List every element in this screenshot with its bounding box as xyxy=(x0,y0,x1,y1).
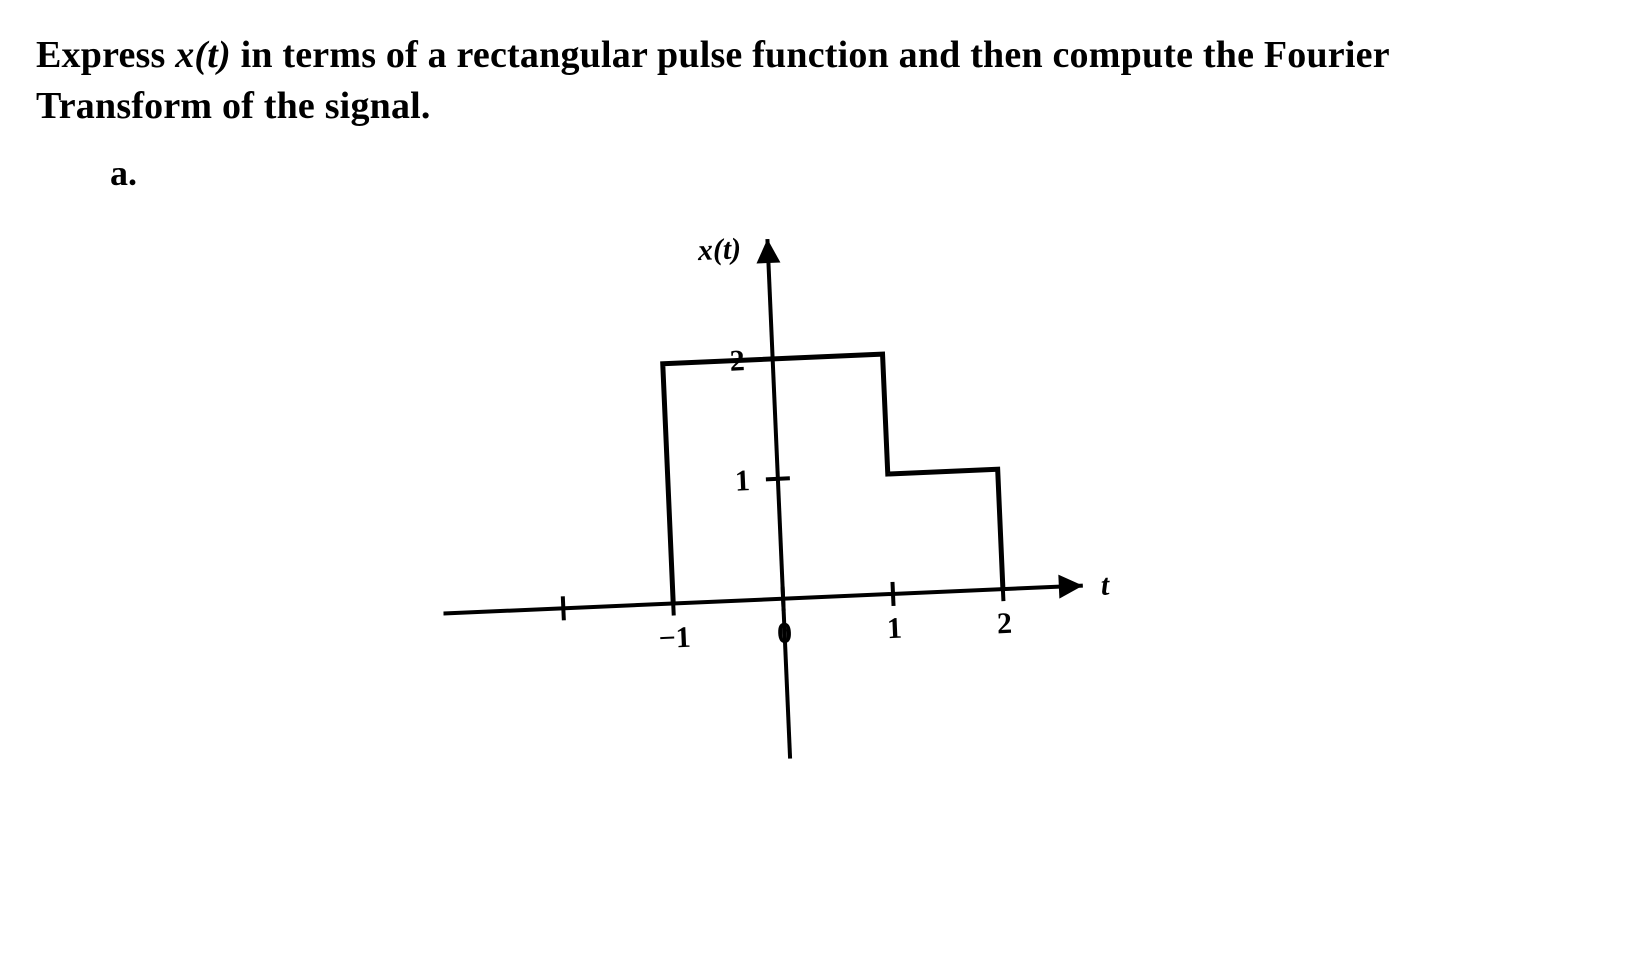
x-tick-label: 2 xyxy=(996,607,1012,641)
x-tick-label: 0 xyxy=(776,616,792,650)
y-axis-label: x(t) xyxy=(696,232,742,267)
question-text-line1: Express x(t) in terms of a rectangular p… xyxy=(36,30,1598,81)
x-tick-label: −1 xyxy=(658,621,692,655)
q-text-rest: in terms of a rectangular pulse function… xyxy=(231,34,1390,76)
q-text-prefix: Express xyxy=(36,34,175,76)
y-axis-arrow xyxy=(755,239,780,264)
x-tick xyxy=(783,587,784,611)
part-label: a. xyxy=(110,152,137,194)
signal-svg: tx(t)−101212 xyxy=(427,200,1231,793)
signal-figure: tx(t)−101212 xyxy=(427,200,1231,793)
x-tick xyxy=(892,582,893,606)
x-tick-label: 1 xyxy=(886,612,902,646)
x-axis-arrow xyxy=(1058,574,1083,599)
x-axis xyxy=(443,586,1082,614)
signal-trace xyxy=(663,349,1003,603)
y-tick-label: 1 xyxy=(734,464,750,498)
x-tick xyxy=(563,596,564,620)
page-container: Express x(t) in terms of a rectangular p… xyxy=(0,0,1634,962)
y-tick xyxy=(766,478,790,479)
x-axis-label: t xyxy=(1100,568,1111,601)
question-text-line2: Transform of the signal. xyxy=(36,81,1598,132)
q-text-var: x(t) xyxy=(175,34,231,76)
y-axis xyxy=(767,239,790,759)
